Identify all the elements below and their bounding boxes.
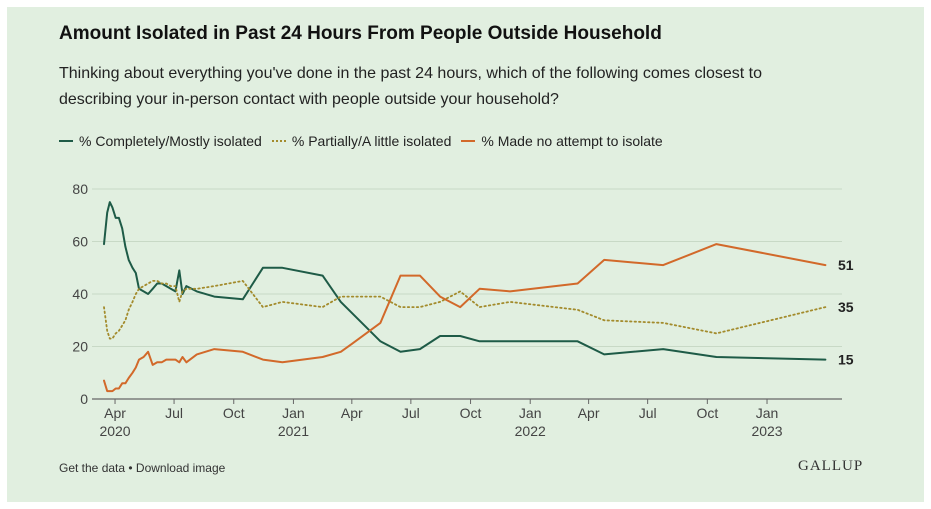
legend-label-noattempt: % Made no attempt to isolate [481,133,663,149]
series-line-noattempt [103,243,827,393]
legend-item-noattempt: % Made no attempt to isolate [461,133,663,149]
y-tick-label: 60 [72,234,88,250]
chart-subtitle: Thinking about everything you've done in… [59,65,763,108]
x-tick-label: Jul [639,405,657,421]
x-tick-year-label: 2021 [278,423,309,439]
footer-separator: • [125,461,136,475]
x-tick-label: Apr [578,405,600,421]
gallup-logo: GALLUP [798,458,864,474]
x-tick-label: Jul [165,405,183,421]
end-label-completely: 15 [838,352,854,368]
x-tick-year-label: 2022 [515,423,546,439]
series-line-partially [103,279,827,340]
end-label-noattempt: 51 [838,257,854,273]
x-tick-label: Apr [341,405,363,421]
x-tick-year-label: 2020 [99,423,130,439]
chart-title: Amount Isolated in Past 24 Hours From Pe… [59,23,662,44]
legend-swatch-completely [59,140,73,142]
legend-swatch-partially [271,140,286,142]
legend-swatch-noattempt [461,140,476,142]
x-tick-label: Oct [696,405,718,421]
x-tick-label: Apr [104,405,126,421]
x-tick-label: Oct [223,405,245,421]
x-tick-label: Jan [519,405,542,421]
x-tick-label: Jul [402,405,420,421]
x-tick-label: Jan [756,405,779,421]
legend-label-completely: % Completely/Mostly isolated [79,133,262,149]
footer: Get the data • Download image [59,461,225,475]
y-tick-label: 40 [72,286,88,302]
y-tick-label: 80 [72,181,88,197]
series-line-completely [103,201,827,361]
end-label-partially: 35 [838,299,854,315]
y-tick-label: 0 [80,391,88,407]
y-tick-label: 20 [72,339,88,355]
legend-item-completely: % Completely/Mostly isolated [59,133,262,149]
legend-item-partially: % Partially/A little isolated [271,133,452,149]
get-data-link[interactable]: Get the data [59,461,126,475]
legend: % Completely/Mostly isolated % Partially… [59,133,673,149]
x-tick-year-label: 2023 [751,423,782,439]
legend-label-partially: % Partially/A little isolated [291,133,452,149]
download-image-link[interactable]: Download image [135,461,226,475]
x-tick-label: Jan [282,405,305,421]
x-tick-label: Oct [460,405,482,421]
